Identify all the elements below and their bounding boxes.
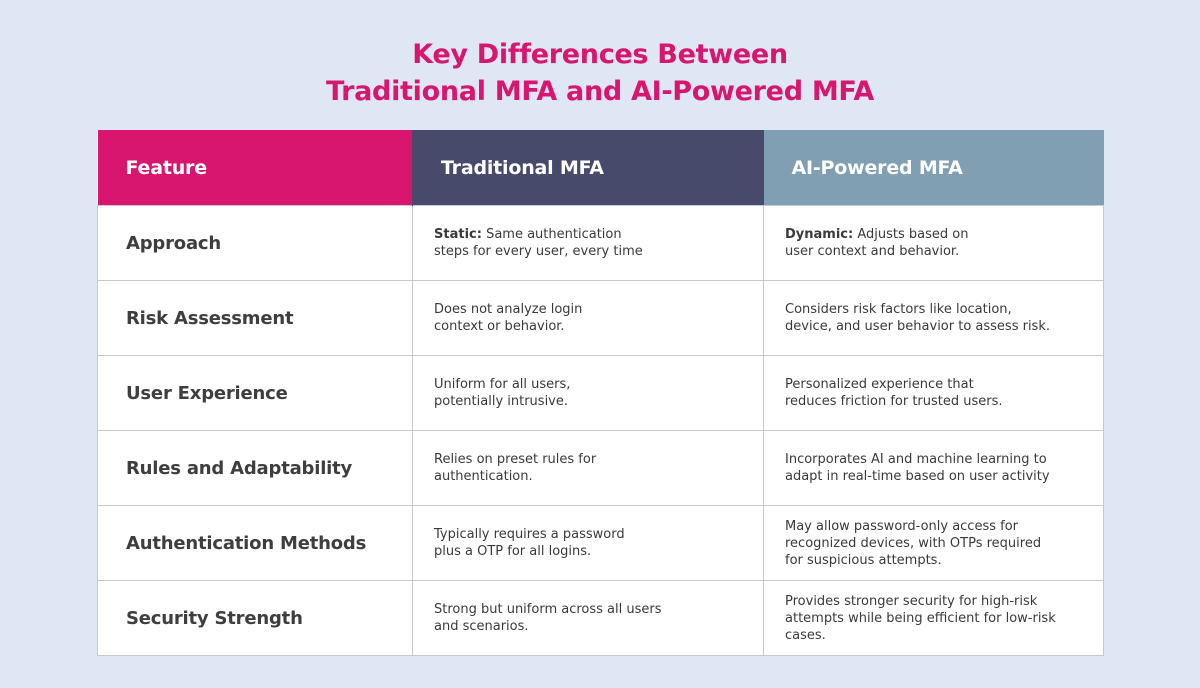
cell-text-line: plus a OTP for all logins. [434, 544, 592, 559]
cell-text-line: Considers risk factors like location, [785, 302, 1012, 317]
cell-text-line: potentially intrusive. [434, 394, 569, 409]
traditional-mfa-cell: Does not analyze login context or behavio… [412, 280, 764, 356]
table-row: User Experience Uniform for all users, pot… [97, 355, 1104, 431]
cell-text-line: Incorporates AI and machine learning to [785, 452, 1047, 467]
header-ai-powered-mfa: AI-Powered MFA [763, 130, 1104, 206]
ai-powered-mfa-cell: Provides stronger security for high-risk… [763, 580, 1104, 656]
ai-powered-mfa-cell: Personalized experience that reduces fric… [763, 355, 1104, 431]
title-line-1: Key Differences Between [412, 39, 788, 70]
ai-powered-mfa-cell: Dynamic: Adjusts based on user context an… [763, 205, 1104, 281]
cell-text-line: reduces friction for trusted users. [785, 394, 1003, 409]
page-title: Key Differences Between Traditional MFA … [0, 36, 1200, 110]
traditional-mfa-cell: Typically requires a password plus a OTP … [412, 505, 764, 581]
cell-text-line: cases. [785, 627, 826, 643]
cell-text-line: Dynamic: Adjusts based on [785, 226, 1093, 243]
feature-cell: Approach [97, 205, 413, 281]
feature-cell: Risk Assessment [97, 280, 413, 356]
cell-text-line: Relies on preset rules for [434, 452, 597, 467]
cell-text: Same authentication [486, 227, 622, 242]
cell-text: Adjusts based on [857, 227, 969, 242]
table-row: Authentication Methods Typically requires… [97, 505, 1104, 581]
feature-cell: Security Strength [97, 580, 413, 656]
table-body: Approach Static: Same authentication steps… [97, 205, 1104, 656]
cell-text-line: steps for every user, every time [434, 244, 643, 259]
cell-text-line: May allow password-only access for [785, 518, 1019, 534]
cell-text-line: Static: Same authentication [434, 226, 753, 243]
cell-text-line: recognized devices, with OTPs required [785, 535, 1042, 551]
header-feature: Feature [97, 130, 413, 206]
header-traditional-mfa: Traditional MFA [412, 130, 764, 206]
table-row: Security Strength Strong but uniform acro… [97, 580, 1104, 656]
cell-text-line: and scenarios. [434, 619, 529, 634]
cell-label: Dynamic: [785, 227, 854, 242]
cell-label: Static: [434, 227, 482, 242]
feature-cell: User Experience [97, 355, 413, 431]
table-row: Risk Assessment Does not analyze login con… [97, 280, 1104, 356]
cell-text-line: context or behavior. [434, 319, 565, 334]
cell-text-line: device, and user behavior to assess risk… [785, 319, 1050, 334]
cell-text-line: Typically requires a password [434, 527, 625, 542]
ai-powered-mfa-cell: May allow password-only access for recogn… [763, 505, 1104, 581]
comparison-table: Feature Traditional MFA AI-Powered MFA A… [97, 130, 1104, 656]
traditional-mfa-cell: Uniform for all users, potentially intrus… [412, 355, 764, 431]
cell-text-line: authentication. [434, 469, 533, 484]
cell-text-line: Uniform for all users, [434, 377, 571, 392]
table-row: Approach Static: Same authentication steps… [97, 205, 1104, 281]
cell-text-line: for suspicious attempts. [785, 552, 942, 568]
cell-text-line: Does not analyze login [434, 302, 583, 317]
feature-cell: Authentication Methods [97, 505, 413, 581]
traditional-mfa-cell: Strong but uniform across all users and s… [412, 580, 764, 656]
ai-powered-mfa-cell: Considers risk factors like location, dev… [763, 280, 1104, 356]
traditional-mfa-cell: Static: Same authentication steps for eve… [412, 205, 764, 281]
cell-text-line: user context and behavior. [785, 244, 960, 259]
cell-text-line: adapt in real-time based on user activit… [785, 469, 1050, 484]
title-line-2: Traditional MFA and AI-Powered MFA [325, 76, 875, 107]
table-header-row: Feature Traditional MFA AI-Powered MFA [97, 130, 1104, 206]
cell-text-line: Provides stronger security for high-risk [785, 593, 1038, 609]
ai-powered-mfa-cell: Incorporates AI and machine learning to a… [763, 430, 1104, 506]
cell-text-line: Strong but uniform across all users [434, 602, 662, 617]
cell-text-line: Personalized experience that [785, 377, 974, 392]
cell-text-line: attempts while being efficient for low-r… [785, 610, 1056, 626]
traditional-mfa-cell: Relies on preset rules for authentication… [412, 430, 764, 506]
feature-cell: Rules and Adaptability [97, 430, 413, 506]
table-row: Rules and Adaptability Relies on preset r… [97, 430, 1104, 506]
